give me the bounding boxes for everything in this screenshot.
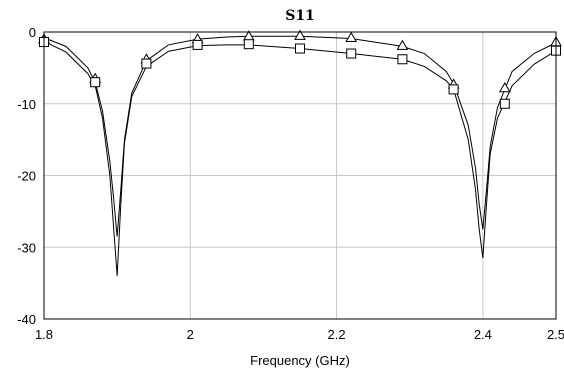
plot-frame [43, 31, 557, 320]
y-tick-label: -20 [17, 169, 36, 184]
series-line-triangle [43, 35, 557, 237]
triangle-marker [498, 81, 511, 93]
grid-layer [44, 32, 556, 319]
y-tick-label: 0 [29, 25, 36, 40]
x-axis-ticks: 1.8 2 2.2 2.4 2.5 [35, 327, 564, 342]
curve-layer [43, 35, 557, 276]
x-axis-label: Frequency (GHz) [250, 353, 350, 368]
y-tick-label: -30 [17, 240, 36, 255]
square-marker [141, 58, 152, 69]
square-marker [243, 39, 254, 50]
x-tick-label: 1.8 [35, 327, 53, 342]
chart-title: S11 [285, 8, 315, 24]
series-line-square [43, 40, 557, 276]
x-tick-label: 2 [187, 327, 194, 342]
x-tick-label: 2.5 [547, 327, 564, 342]
square-marker [295, 43, 305, 54]
square-marker [499, 98, 510, 109]
y-tick-label: -40 [17, 312, 36, 327]
triangle-marker [242, 30, 255, 41]
square-marker [346, 48, 357, 59]
triangle-marker [396, 39, 409, 50]
x-tick-label: 2.2 [328, 327, 346, 342]
y-tick-label: -10 [17, 97, 36, 112]
square-marker [192, 39, 203, 50]
x-tick-label: 2.4 [474, 327, 492, 342]
triangle-marker [345, 31, 358, 42]
y-axis-ticks: 0 -10 -20 -30 -40 [17, 25, 36, 327]
square-marker [397, 54, 408, 65]
triangle-marker [294, 29, 306, 40]
square-marker [448, 84, 459, 95]
square-marker [90, 77, 101, 88]
